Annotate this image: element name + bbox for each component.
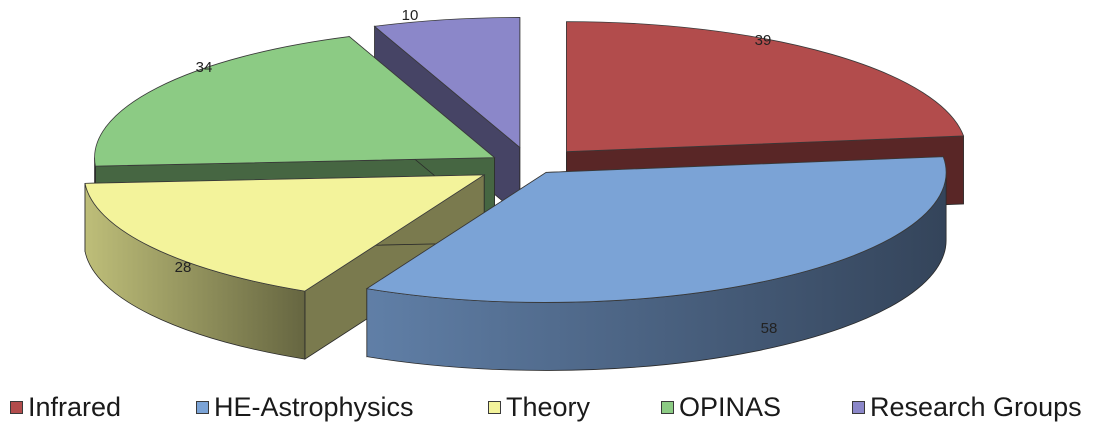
data-label-research-groups: 10 <box>402 7 419 24</box>
data-label-he-astrophysics: 58 <box>761 320 778 337</box>
legend-item-infrared: Infrared <box>10 392 121 423</box>
data-label-opinas: 34 <box>196 59 213 76</box>
slice-theory <box>84 174 486 360</box>
legend-swatch-opinas <box>661 401 674 414</box>
slice-top-theory <box>84 174 486 292</box>
legend-item-theory: Theory <box>488 392 590 423</box>
slice-top-infrared <box>566 21 965 153</box>
slice-he-astrophysics <box>365 156 947 371</box>
legend-swatch-infrared <box>10 401 23 414</box>
legend-swatch-theory <box>488 401 501 414</box>
data-label-infrared: 39 <box>755 32 772 49</box>
legend-label-theory: Theory <box>506 392 591 422</box>
legend-item-opinas: OPINAS <box>661 392 781 423</box>
legend-item-he-astrophysics: HE-Astrophysics <box>196 392 414 423</box>
slice-top-he-astrophysics <box>365 156 947 303</box>
data-label-theory: 28 <box>175 259 192 276</box>
legend-swatch-research-groups <box>852 401 865 414</box>
legend-item-research-groups: Research Groups <box>852 392 1082 423</box>
legend-label-infrared: Infrared <box>28 392 122 422</box>
slice-top-research-groups <box>373 17 521 149</box>
legend-label-he-astrophysics: HE-Astrophysics <box>214 392 414 422</box>
slice-top-opinas <box>94 36 496 167</box>
legend-label-research-groups: Research Groups <box>870 392 1082 422</box>
legend: Infrared HE-Astrophysics Theory OPINAS R… <box>0 392 1104 434</box>
pie-slices <box>84 17 965 371</box>
legend-label-opinas: OPINAS <box>679 392 782 422</box>
legend-swatch-he-astrophysics <box>196 401 209 414</box>
data-labels: 39 58 28 34 10 <box>175 7 778 337</box>
